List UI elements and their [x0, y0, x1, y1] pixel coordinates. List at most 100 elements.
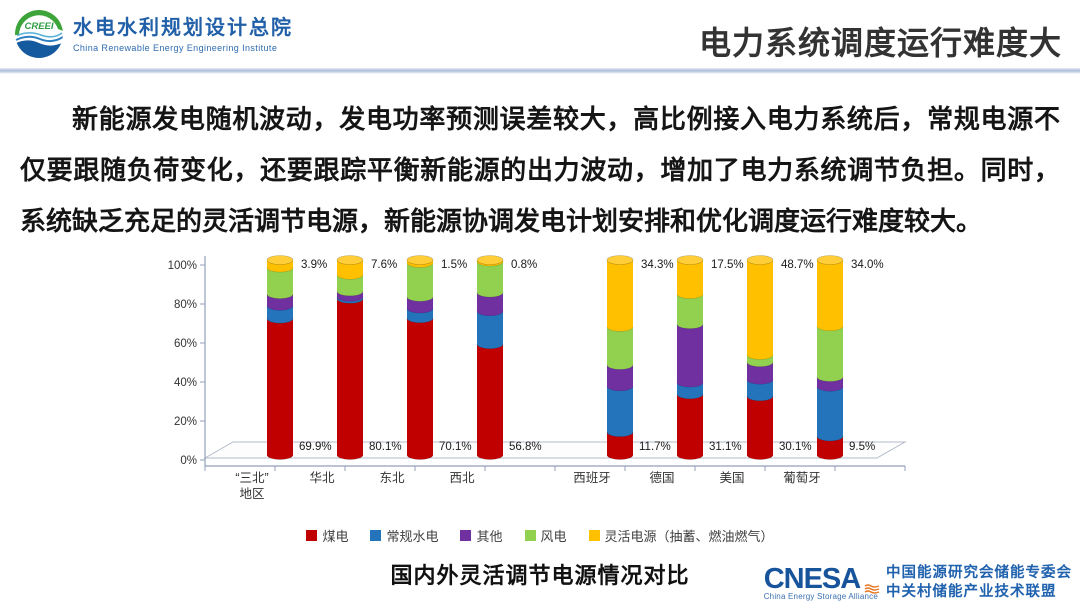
bar-segment — [607, 260, 633, 327]
bar-segment — [267, 294, 293, 306]
x-axis-category-label: “三北” — [235, 471, 268, 485]
bar-segment — [477, 344, 503, 455]
legend-item: 风电 — [524, 526, 567, 545]
data-label-bottom: 9.5% — [849, 441, 875, 453]
bar-segment — [677, 294, 703, 325]
x-axis-category-label: 葡萄牙 — [783, 471, 821, 485]
legend-swatch-icon — [306, 530, 318, 541]
y-axis-label: 80% — [174, 299, 197, 311]
bar-segment — [337, 298, 363, 455]
legend-label: 灵活电源（抽蓄、燃油燃气） — [604, 529, 774, 544]
bar-segment — [817, 436, 843, 455]
bar-top-face — [266, 255, 294, 265]
data-label-bottom: 70.1% — [439, 441, 472, 453]
bar-top-face — [406, 255, 434, 265]
data-label-bottom: 11.7% — [639, 441, 671, 453]
data-label-top: 1.5% — [441, 259, 467, 271]
footer-logo: CNESA China Energy Storage Alliance 中国能源… — [764, 564, 1072, 602]
y-axis-label: 20% — [174, 416, 197, 428]
cnesa-acronym: CNESA — [763, 562, 862, 595]
chart-floor — [203, 441, 907, 459]
header: CREEI 水电水利规划设计总院 China Renewable Energy … — [0, 0, 1080, 68]
bar-segment — [677, 260, 703, 295]
bar-segment — [817, 386, 843, 437]
bar-segment — [477, 311, 503, 345]
x-axis-category-label: 华北 — [309, 470, 335, 485]
legend-swatch-icon — [524, 530, 536, 541]
data-label-top: 0.8% — [511, 259, 537, 271]
legend-item: 灵活电源（抽蓄、燃油燃气） — [588, 526, 774, 545]
chart: 0% 20% 40% 60% 80% 100% “三北” 地区 华北 东北 西北 西班牙 德国 美国 葡萄牙… — [150, 248, 930, 520]
bar-segment — [747, 379, 773, 397]
bar-segment — [817, 326, 843, 377]
paragraph-line: 新能源发电随机波动，发电功率预测误差较大，高比例接入电力系统后，常规电源不 — [72, 104, 1060, 134]
cnesa-logo: CNESA China Energy Storage Alliance — [763, 562, 880, 601]
bar-top-face — [476, 255, 504, 265]
paragraph-line: 仅要跟随负荷变化，还要跟踪平衡新能源的出力波动，增加了电力系统调节负担。同时， — [20, 155, 1060, 185]
org-name-en: China Renewable Energy Engineering Insti… — [73, 42, 278, 53]
data-label-bottom: 80.1% — [369, 441, 402, 453]
bar-segment — [407, 318, 433, 455]
x-axis-category-label: 西北 — [449, 471, 475, 485]
creei-logo-icon: CREEI — [15, 10, 63, 58]
footer-org-line2: 中关村储能产业技术联盟 — [886, 584, 1057, 600]
legend-label: 其他 — [476, 529, 503, 544]
chart-caption: 国内外灵活调节电源情况对比 — [390, 563, 690, 588]
creei-acronym: CREEI — [24, 21, 53, 32]
legend-label: 常规水电 — [386, 529, 439, 544]
legend-swatch-icon — [370, 530, 382, 541]
org-name-cn: 水电水利规划设计总院 — [73, 16, 293, 39]
bar-top-face — [816, 255, 844, 265]
legend-item: 常规水电 — [370, 526, 438, 545]
bar-segment — [477, 261, 503, 293]
data-label-top: 34.0% — [851, 259, 884, 271]
paragraph-line: 系统缺乏充足的灵活调节电源，新能源协调发电计划安排和优化调度运行难度较大。 — [20, 206, 983, 236]
data-label-top: 48.7% — [781, 259, 814, 271]
footer-org-line1: 中国能源研究会储能专委会 — [886, 565, 1072, 581]
bar-segment — [267, 318, 293, 455]
bar-segment — [607, 364, 633, 387]
x-axis-category-label: 美国 — [719, 471, 744, 485]
bar-top-face — [746, 255, 774, 265]
legend-swatch-icon — [588, 530, 600, 541]
bar-segment — [747, 260, 773, 355]
x-axis-category-label: 地区 — [239, 487, 264, 501]
data-label-bottom: 56.8% — [509, 441, 542, 453]
cnesa-wave-icon — [864, 583, 880, 594]
bar-segment — [407, 262, 433, 297]
bar-segment — [677, 324, 703, 383]
footer-org-names: 中国能源研究会储能专委会 中关村储能产业技术联盟 — [886, 564, 1072, 602]
data-label-bottom: 31.1% — [709, 441, 742, 453]
legend-item: 煤电 — [306, 526, 348, 545]
creei-logo: CREEI 水电水利规划设计总院 China Renewable Energy … — [14, 9, 293, 59]
stacked-bar-chart: 0% 20% 40% 60% 80% 100% “三北” 地区 华北 东北 西北 西班牙 德国 美国 葡萄牙… — [168, 255, 907, 501]
body-paragraph: 新能源发电随机波动，发电功率预测误差较大，高比例接入电力系统后，常规电源不仅要跟… — [20, 94, 1060, 247]
y-axis-label: 0% — [180, 455, 197, 467]
data-label-bottom: 30.1% — [779, 441, 812, 453]
bar-top-face — [336, 255, 364, 265]
x-axis-category-label: 西班牙 — [573, 471, 611, 485]
legend-label: 风电 — [540, 529, 567, 544]
x-axis-category-label: 德国 — [649, 470, 674, 485]
bar-top-face — [676, 255, 704, 265]
bar-segment — [677, 382, 703, 395]
bar-segment — [607, 386, 633, 433]
legend-label: 煤电 — [322, 529, 349, 544]
bar-top-face — [606, 255, 634, 265]
legend-item: 其他 — [460, 526, 503, 545]
y-axis-label: 60% — [174, 338, 197, 350]
data-label-top: 34.3% — [641, 259, 674, 271]
bar-segment — [337, 274, 363, 292]
cnesa-subtitle: China Energy Storage Alliance — [763, 591, 878, 601]
data-label-bottom: 69.9% — [299, 441, 332, 453]
legend-swatch-icon — [460, 530, 472, 541]
bar-segment — [677, 394, 703, 455]
data-label-top: 7.6% — [371, 259, 397, 271]
bar-segment — [747, 396, 773, 455]
bar-segment — [747, 362, 773, 380]
slide-title: 电力系统调度运行难度大 — [698, 25, 1062, 61]
org-name: 水电水利规划设计总院 China Renewable Energy Engine… — [73, 16, 293, 53]
data-label-top: 3.9% — [301, 259, 327, 271]
bar-segment — [407, 296, 433, 309]
bar-segment — [817, 260, 843, 327]
